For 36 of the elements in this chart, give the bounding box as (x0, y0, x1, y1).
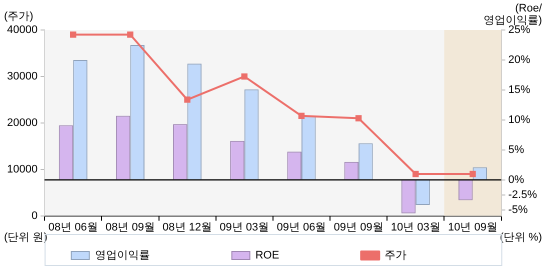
legend-label: 영업이익률 (94, 250, 216, 262)
y2-tick-label: 15% (508, 84, 530, 96)
point (298, 112, 305, 120)
y-tick-label: 10000 (6, 163, 38, 176)
point (412, 170, 419, 178)
legend-label: 주가 (384, 250, 473, 262)
x-tick-label: 08년 06월 (48, 221, 98, 234)
x-tick-label: 10년 03월 (390, 221, 440, 234)
x-tick-label: 09년 06월 (276, 221, 326, 234)
y2-tick-label: 20% (508, 54, 530, 66)
y2-tick-label: 5% (508, 144, 524, 156)
y-tick-label: 0 (31, 210, 38, 222)
point (184, 96, 190, 103)
y2-tick-label: 10% (508, 114, 530, 126)
point (70, 32, 76, 38)
y2-axis-title: (Roe/ 영업이익률) (483, 2, 543, 27)
x-tick-label: 10년 09월 (448, 221, 498, 234)
y2-tick-label: 0% (508, 174, 524, 186)
y2-tick-label: -5% (508, 204, 528, 216)
text: (단위 원) (4, 231, 48, 244)
x-tick-label: 08년 09월 (105, 221, 155, 234)
x-tick-label: 09년 09월 (334, 221, 384, 234)
x-tick-label: 09년 03월 (220, 221, 270, 234)
point (127, 32, 134, 38)
y-tick-label: 20000 (6, 116, 38, 129)
y-tick-label: 30000 (6, 70, 38, 82)
point (470, 170, 476, 178)
text: (단위 %) (500, 231, 542, 244)
y2-tick-label: -2.5% (508, 188, 538, 201)
y2-tick-label: 25% (508, 24, 530, 36)
point (241, 73, 248, 80)
legend-label: ROE (255, 250, 346, 262)
point (355, 115, 362, 122)
y-tick-label: 40000 (6, 24, 38, 36)
x-tick-label: 08년 12월 (162, 221, 212, 234)
y-axis-title: (주가) (4, 10, 34, 23)
